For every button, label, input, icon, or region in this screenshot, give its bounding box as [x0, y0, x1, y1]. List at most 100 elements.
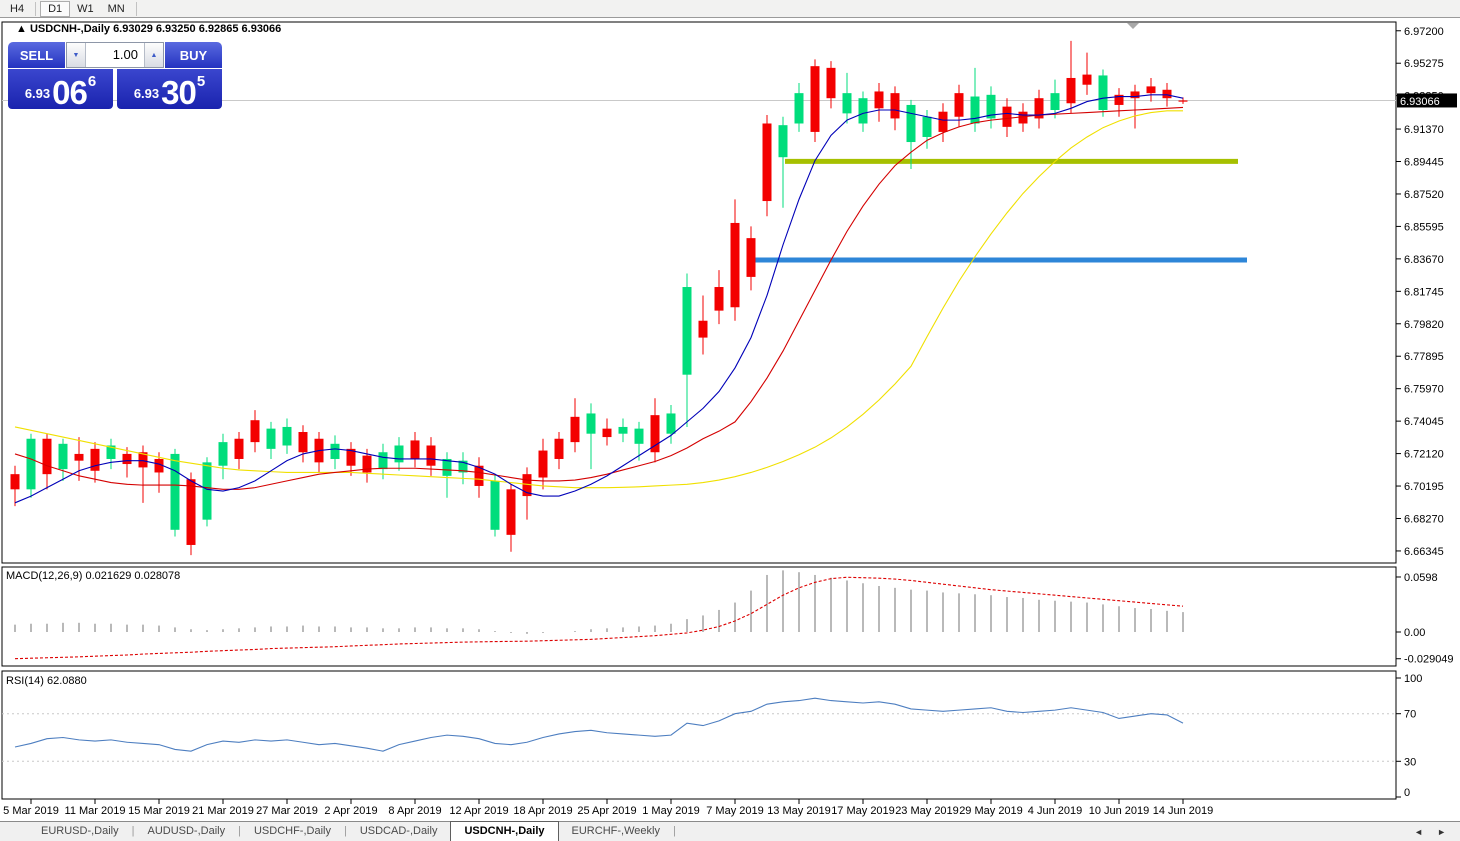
date-axis-label: 2 Apr 2019 — [324, 805, 377, 817]
buy-button[interactable]: BUY — [165, 42, 222, 68]
rsi-axis-label: 30 — [1404, 756, 1416, 768]
candle-body — [762, 123, 772, 202]
candle-body — [890, 93, 900, 119]
candle-body — [906, 104, 916, 143]
candle-body — [90, 448, 100, 471]
candle-body — [394, 445, 404, 463]
candle-body — [74, 453, 84, 461]
chart-shift-marker[interactable] — [1127, 23, 1139, 29]
date-axis-label: 14 Jun 2019 — [1153, 805, 1214, 817]
candle-body — [602, 428, 612, 438]
candle-body — [794, 93, 804, 124]
candle-body — [234, 438, 244, 459]
volume-input[interactable]: 1.00 — [112, 47, 138, 62]
tab-eurchf-weekly[interactable]: EURCHF-,Weekly — [571, 825, 660, 837]
tab-separator: | — [131, 825, 135, 837]
price-axis-label: 6.66345 — [1404, 546, 1444, 558]
tab-usdcnh-daily[interactable]: USDCNH-,Daily — [450, 821, 559, 841]
date-axis-label: 29 May 2019 — [959, 805, 1023, 817]
date-axis-label: 18 Apr 2019 — [513, 805, 572, 817]
candle-body — [1050, 93, 1060, 111]
candle-body — [266, 428, 276, 449]
date-axis-label: 7 May 2019 — [706, 805, 763, 817]
scroll-right-icon[interactable]: ► — [1437, 826, 1446, 837]
candle-body — [874, 91, 884, 109]
tab-usdchf-daily[interactable]: USDCHF-,Daily — [253, 825, 331, 837]
buy-price-display[interactable]: 6.93 30 5 — [117, 69, 222, 109]
candle-body — [186, 479, 196, 545]
tab-usdcad-daily[interactable]: USDCAD-,Daily — [359, 825, 438, 837]
price-axis-label: 6.74045 — [1404, 416, 1444, 428]
candle-body — [458, 460, 468, 473]
macd-pane[interactable] — [1, 566, 1397, 667]
date-axis-label: 1 May 2019 — [642, 805, 699, 817]
candle-body — [970, 96, 980, 124]
candle-body — [1146, 86, 1156, 94]
timeframe-toolbar: H4 D1 W1 MN — [0, 0, 1460, 18]
candle-body — [954, 93, 964, 117]
date-axis-label: 4 Jun 2019 — [1028, 805, 1082, 817]
buy-price-big: 30 — [161, 73, 197, 111]
candle-body — [1034, 98, 1044, 119]
chevron-up-icon: ▲ — [150, 51, 158, 59]
candle-body — [442, 458, 452, 476]
rsi-axis-label: 70 — [1404, 709, 1416, 721]
timeframe-d1-button[interactable]: D1 — [40, 0, 71, 17]
candle-body — [218, 442, 228, 466]
candle-body — [730, 222, 740, 308]
candle-body — [282, 426, 292, 446]
rsi-pane[interactable] — [1, 670, 1397, 800]
one-click-trade-panel: SELL ▼ 1.00 ▲ BUY 6.93 06 6 6.93 30 5 — [8, 42, 222, 109]
macd-axis-label: 0.00 — [1404, 627, 1425, 639]
buy-price-small: 6.93 — [133, 86, 160, 101]
candle-body — [618, 426, 628, 434]
candle-body — [298, 432, 308, 453]
candle-body — [474, 465, 484, 486]
price-axis-label: 6.97200 — [1404, 26, 1444, 38]
rsi-axis-label: 0 — [1404, 787, 1410, 799]
date-axis-label: 25 Apr 2019 — [577, 805, 636, 817]
date-axis-label: 8 Apr 2019 — [388, 805, 441, 817]
candle-body — [42, 438, 52, 475]
main-pane[interactable] — [1, 21, 1397, 564]
price-axis-label: 6.87520 — [1404, 189, 1444, 201]
sell-button[interactable]: SELL — [8, 42, 65, 68]
timeframe-h4-button[interactable]: H4 — [10, 2, 25, 15]
candle-body — [506, 489, 516, 535]
tab-audusd-daily[interactable]: AUDUSD-,Daily — [147, 825, 226, 837]
date-axis-label: 21 Mar 2019 — [192, 805, 254, 817]
candle-body — [378, 452, 388, 470]
date-axis-label: 13 May 2019 — [767, 805, 831, 817]
candle-body — [490, 480, 500, 530]
candle-body — [330, 443, 340, 459]
ma-fast-line — [14, 94, 1184, 504]
volume-decrease-button[interactable]: ▼ — [67, 43, 86, 67]
ma-slow-line — [14, 110, 1183, 489]
timeframe-mn-button[interactable]: MN — [107, 2, 125, 15]
date-axis-label: 27 Mar 2019 — [256, 805, 318, 817]
candle-body — [1002, 106, 1012, 127]
candle-body — [746, 238, 756, 277]
candle-body — [570, 416, 580, 443]
candle-body — [58, 443, 68, 470]
sell-price-display[interactable]: 6.93 06 6 — [8, 69, 113, 109]
price-axis-label: 6.75970 — [1404, 384, 1444, 396]
candle-body — [986, 94, 996, 119]
scroll-left-icon[interactable]: ◄ — [1414, 826, 1424, 837]
ma-mid-line — [14, 106, 1184, 490]
price-axis-label: 6.83670 — [1404, 254, 1444, 266]
candle-body — [410, 440, 420, 459]
timeframe-w1-button[interactable]: W1 — [77, 2, 94, 15]
candle-body — [1082, 74, 1092, 85]
rsi-axis-label: 100 — [1404, 673, 1422, 685]
volume-increase-button[interactable]: ▲ — [144, 43, 163, 67]
candle-body — [170, 453, 180, 530]
candle-body — [826, 67, 836, 99]
candle-body — [106, 445, 116, 459]
tab-eurusd-daily[interactable]: EURUSD-,Daily — [41, 825, 119, 837]
candle-body — [1066, 77, 1076, 104]
candle-body — [698, 320, 708, 338]
price-axis-label: 6.85595 — [1404, 221, 1444, 233]
tab-separator: | — [238, 825, 241, 837]
